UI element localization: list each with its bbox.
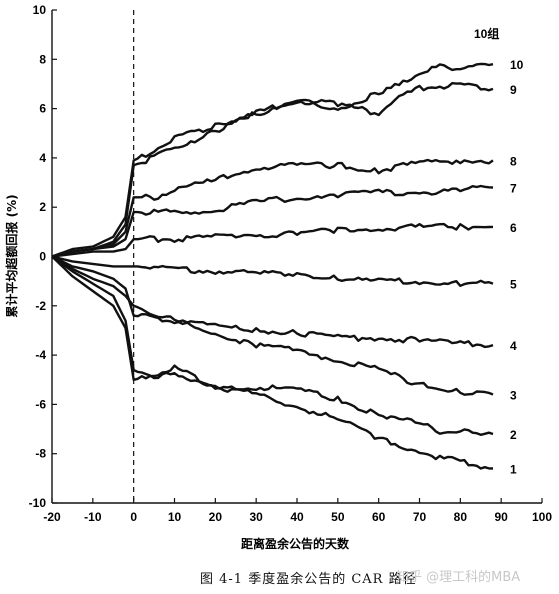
series-label-9: 9 bbox=[510, 83, 517, 97]
series-line-5 bbox=[51, 255, 494, 287]
series-line-1 bbox=[51, 255, 494, 470]
y-tick-label: 2 bbox=[39, 200, 46, 214]
x-tick-label: 80 bbox=[454, 510, 468, 524]
x-tick-label: 0 bbox=[130, 510, 137, 524]
series-label-7: 7 bbox=[510, 181, 517, 195]
series-line-8 bbox=[51, 158, 494, 258]
series-line-4 bbox=[51, 255, 494, 349]
y-tick-label: -8 bbox=[35, 447, 46, 461]
x-tick-label: 90 bbox=[494, 510, 508, 524]
y-tick-label: 0 bbox=[39, 250, 46, 264]
x-tick-label: 100 bbox=[532, 510, 552, 524]
y-tick-label: -10 bbox=[29, 496, 47, 510]
x-tick-label: -10 bbox=[84, 510, 102, 524]
series-label-1: 1 bbox=[510, 462, 517, 476]
x-axis-title: 距离盈余公告的天数 bbox=[241, 536, 350, 551]
series-label-2: 2 bbox=[510, 428, 517, 442]
x-tick-label: 20 bbox=[209, 510, 223, 524]
x-tick-label: 30 bbox=[249, 510, 263, 524]
figure-caption: 图 4-1 季度盈余公告的 CAR 路径 bbox=[200, 572, 417, 587]
x-tick-label: 40 bbox=[290, 510, 304, 524]
y-tick-label: 6 bbox=[39, 102, 46, 116]
series-line-2 bbox=[51, 255, 494, 436]
series-line-6 bbox=[51, 222, 494, 258]
x-tick-label: -20 bbox=[43, 510, 61, 524]
x-tick-label: 70 bbox=[413, 510, 427, 524]
series-label-3: 3 bbox=[510, 389, 517, 403]
series-label-5: 5 bbox=[510, 278, 517, 292]
series-line-9 bbox=[51, 81, 494, 258]
y-tick-label: 8 bbox=[39, 52, 46, 66]
x-tick-label: 10 bbox=[168, 510, 182, 524]
y-tick-label: 10 bbox=[33, 3, 47, 17]
y-axis-title: 累计平均超额回报 (%) bbox=[4, 194, 19, 317]
y-tick-label: -4 bbox=[35, 348, 46, 362]
series-labels: 10 9 8 7 6 5 4 3 2 1 bbox=[510, 58, 524, 476]
series-line-3 bbox=[51, 255, 494, 396]
series-label-6: 6 bbox=[510, 221, 517, 235]
x-tick-label: 60 bbox=[372, 510, 386, 524]
x-tick-label: 50 bbox=[331, 510, 345, 524]
watermark: 知乎 @理工科的MBA bbox=[396, 570, 521, 585]
series-label-10: 10 bbox=[510, 58, 524, 72]
y-tick-label: -6 bbox=[35, 397, 46, 411]
y-tick-label: -2 bbox=[35, 299, 46, 313]
series-label-8: 8 bbox=[510, 154, 517, 168]
y-tick-label: 4 bbox=[39, 151, 46, 165]
series-label-4: 4 bbox=[510, 339, 517, 353]
series-layer bbox=[51, 62, 494, 470]
series-line-7 bbox=[51, 184, 494, 258]
legend-title: 10组 bbox=[474, 26, 499, 41]
